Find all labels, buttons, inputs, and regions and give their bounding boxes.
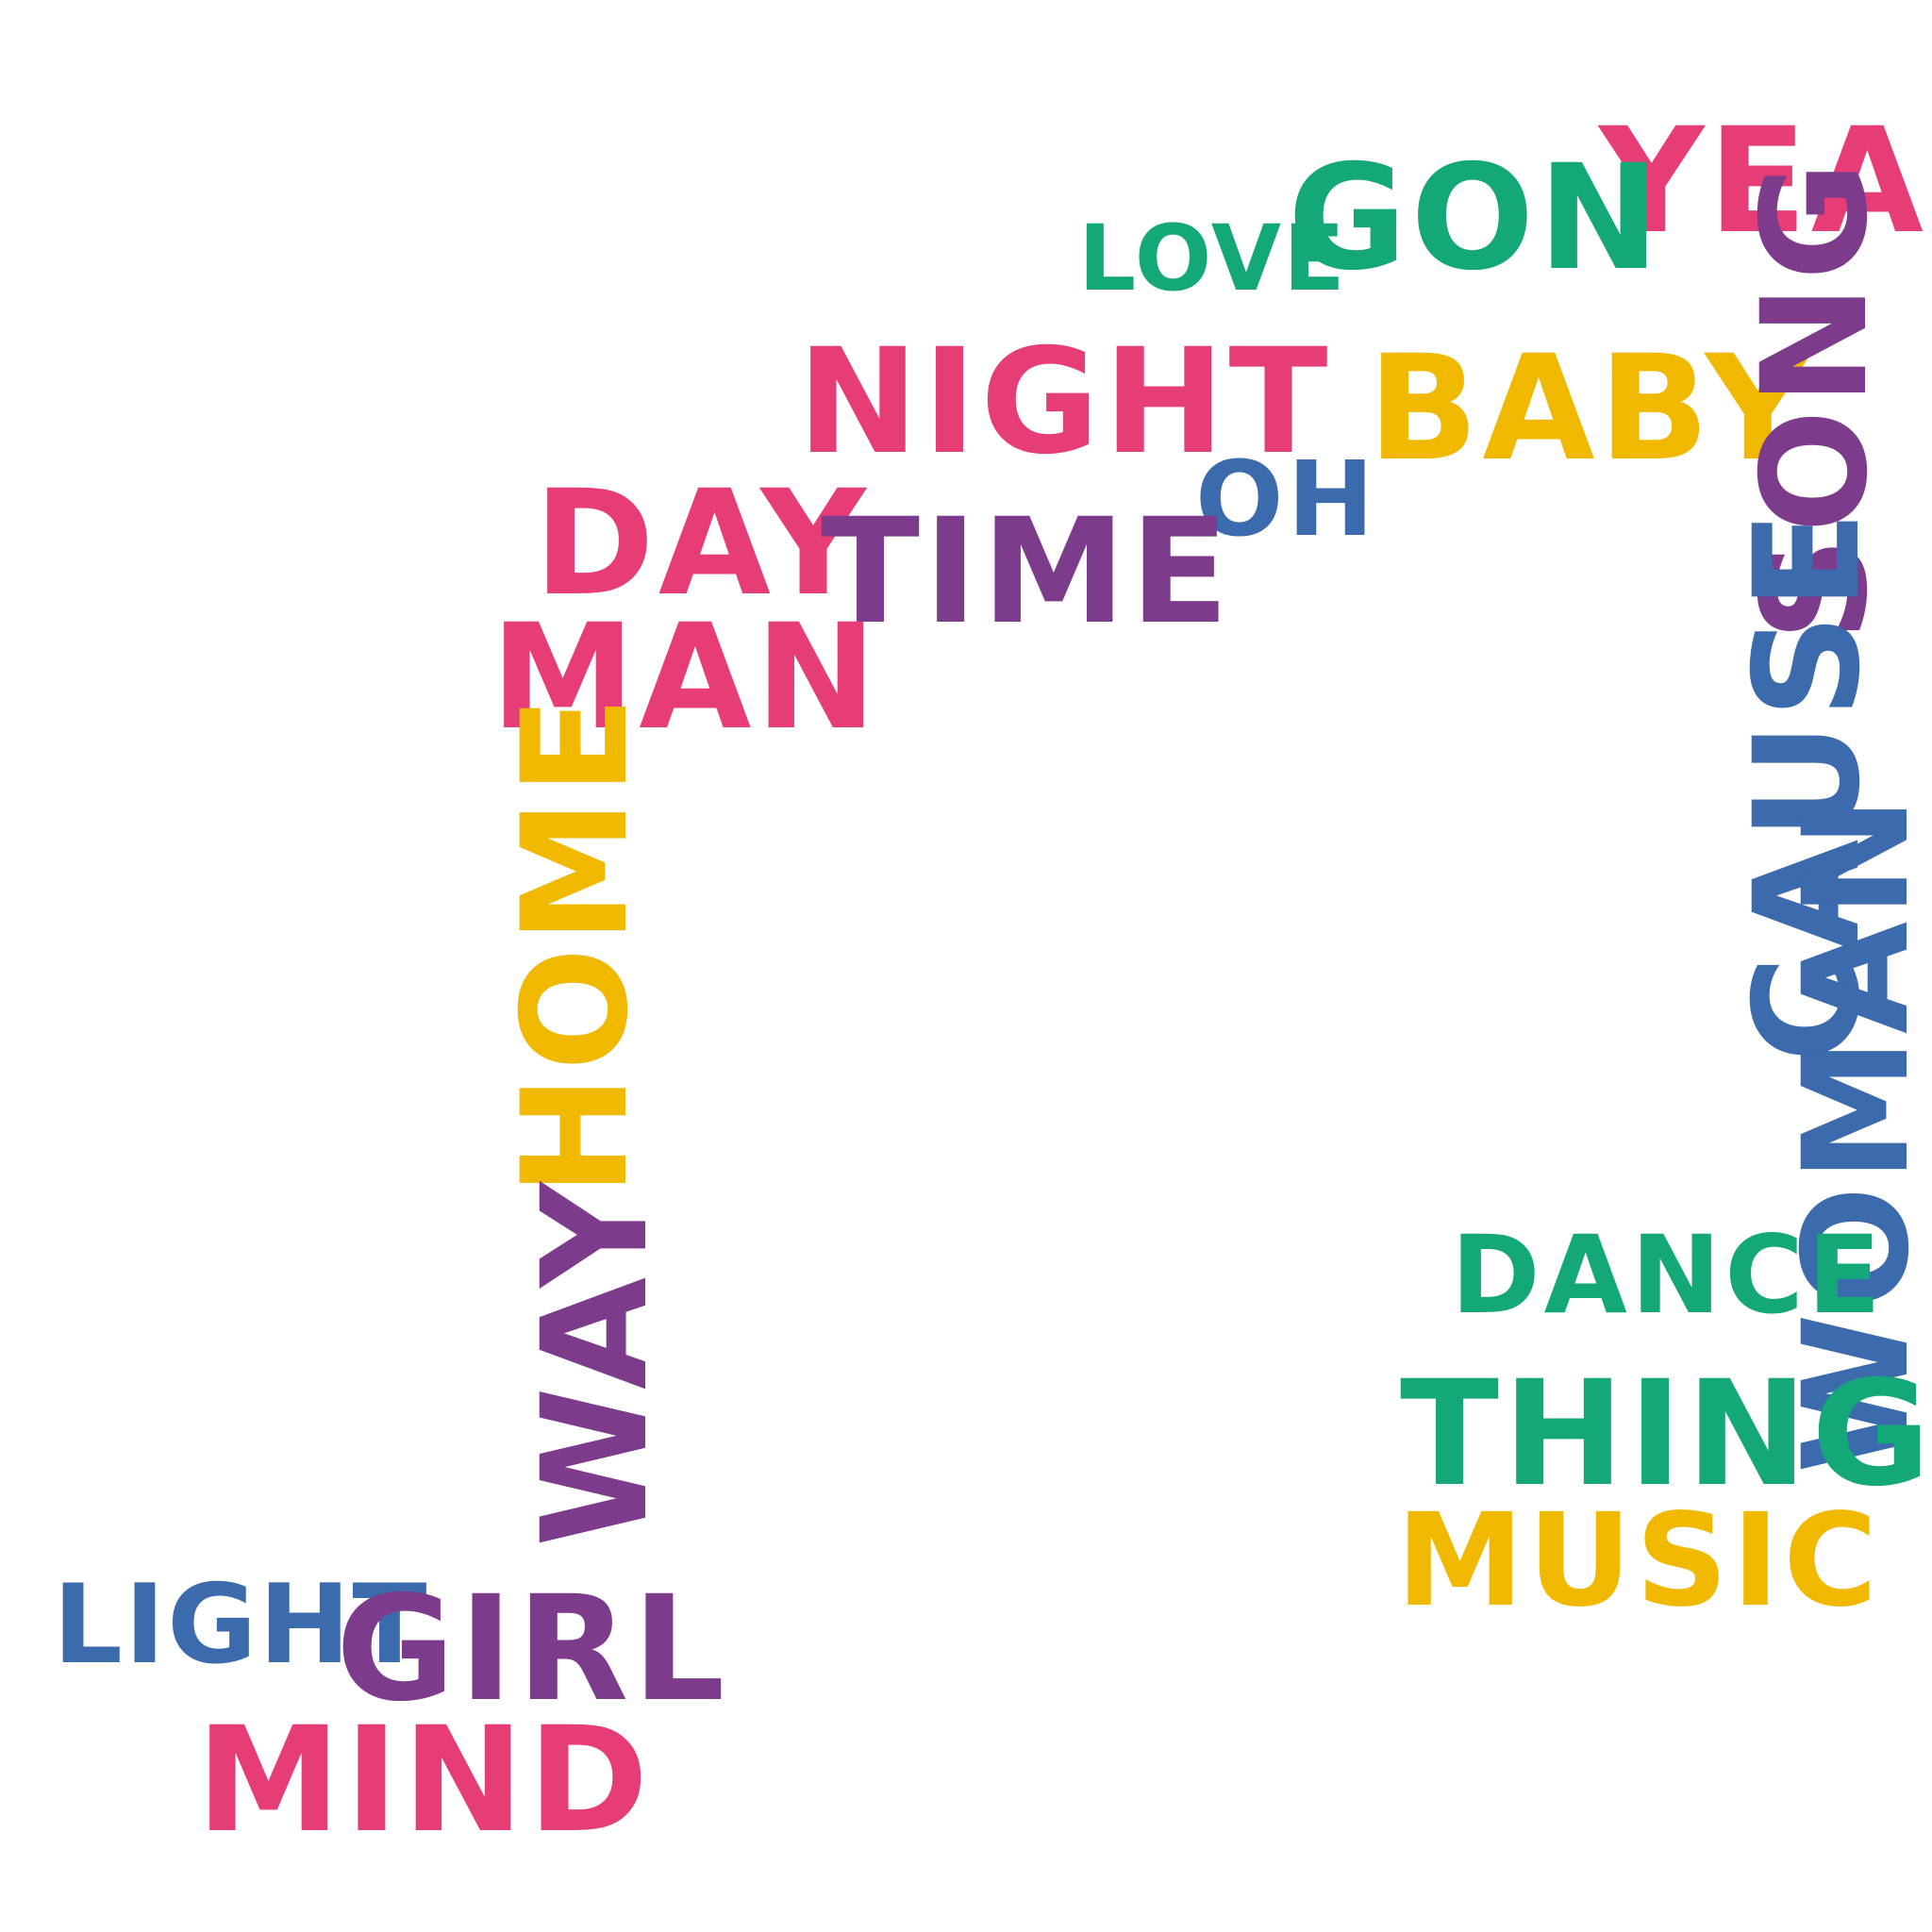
word-gon: GON [1288, 134, 1664, 303]
word-love: LOVE [1078, 206, 1347, 311]
word-yeah: YEAH [1599, 97, 1932, 266]
word-baby: BABY [1368, 325, 1815, 493]
word-girl: GIRL [336, 1565, 729, 1734]
word-night: NIGHT [797, 318, 1332, 487]
word-time: TIME [821, 488, 1233, 657]
word-home: HOME [491, 691, 660, 1196]
word-dance: DANCE [1451, 1212, 1885, 1338]
word-music: MUSIC [1396, 1487, 1882, 1636]
word-light: LIGHT [53, 1561, 429, 1689]
word-oh: OH [1195, 439, 1378, 559]
word-thing: THING [1400, 1350, 1932, 1519]
word-man: MAN [491, 593, 881, 762]
word-day: DAY [534, 459, 870, 628]
word-mind: MIND [196, 1696, 653, 1865]
word-way: WAY [511, 1178, 680, 1547]
